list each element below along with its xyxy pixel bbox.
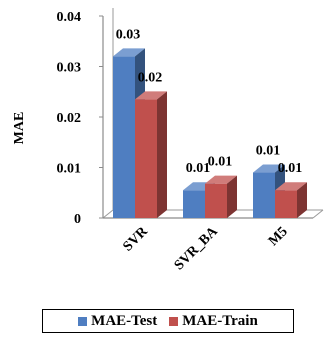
legend-label-train: MAE-Train (182, 312, 258, 329)
data-label-mae-test-svr: 0.03 (116, 27, 141, 42)
bar-side-mae-train-svr_ba (227, 175, 237, 218)
bar-mae-train-svr (135, 99, 157, 218)
bar-top-mae-train-m5 (275, 182, 307, 191)
bar-side-mae-train-m5 (297, 182, 307, 218)
data-label-mae-test-m5: 0.01 (256, 144, 281, 159)
bar-top-mae-train-svr (135, 91, 167, 100)
data-label-mae-test-svr_ba: 0.01 (186, 161, 211, 176)
legend-swatch-train (169, 316, 179, 326)
x-category-label: M5 (266, 224, 291, 249)
y-axis-ticks: 0 0.01 0.02 0.03 0.04 (57, 10, 103, 227)
bar-side-mae-train-svr (157, 91, 167, 218)
bar-mae-test-svr_ba (183, 190, 205, 218)
legend-item-train: MAE-Train (169, 313, 258, 330)
y-tick-label: 0.02 (57, 111, 82, 126)
y-tick-label: 0.04 (57, 10, 82, 25)
legend-label-test: MAE-Test (91, 312, 158, 329)
floor-left-line (102, 209, 114, 219)
bars: 0.030.020.010.010.010.01 (113, 27, 307, 219)
bar-top-mae-test-m5 (253, 164, 285, 173)
x-axis-categories: SVR SVR_BA M5 (120, 224, 290, 274)
x-category-label: SVR_BA (172, 224, 222, 274)
y-tick-label: 0.03 (57, 61, 82, 76)
bar-mae-train-m5 (275, 190, 297, 218)
y-axis-label: MAE (12, 112, 27, 145)
legend: MAE-Test MAE-Train (42, 309, 294, 333)
bar-top-mae-train-svr_ba (205, 175, 237, 184)
data-label-mae-train-svr_ba: 0.01 (208, 155, 233, 170)
bar-top-mae-test-svr (113, 48, 145, 57)
bar-mae-train-svr_ba (205, 183, 227, 218)
y-tick-label: 0.01 (57, 162, 82, 177)
legend-swatch-test (78, 316, 88, 326)
floor-right-line (312, 209, 324, 219)
data-label-mae-train-m5: 0.01 (278, 161, 303, 176)
data-label-mae-train-svr: 0.02 (138, 70, 163, 85)
legend-item-test: MAE-Test (78, 313, 157, 330)
y-tick-label: 0 (74, 212, 81, 227)
bar-mae-test-svr (113, 56, 135, 219)
bar-mae-test-m5 (253, 172, 275, 218)
x-category-label: SVR (120, 224, 151, 255)
